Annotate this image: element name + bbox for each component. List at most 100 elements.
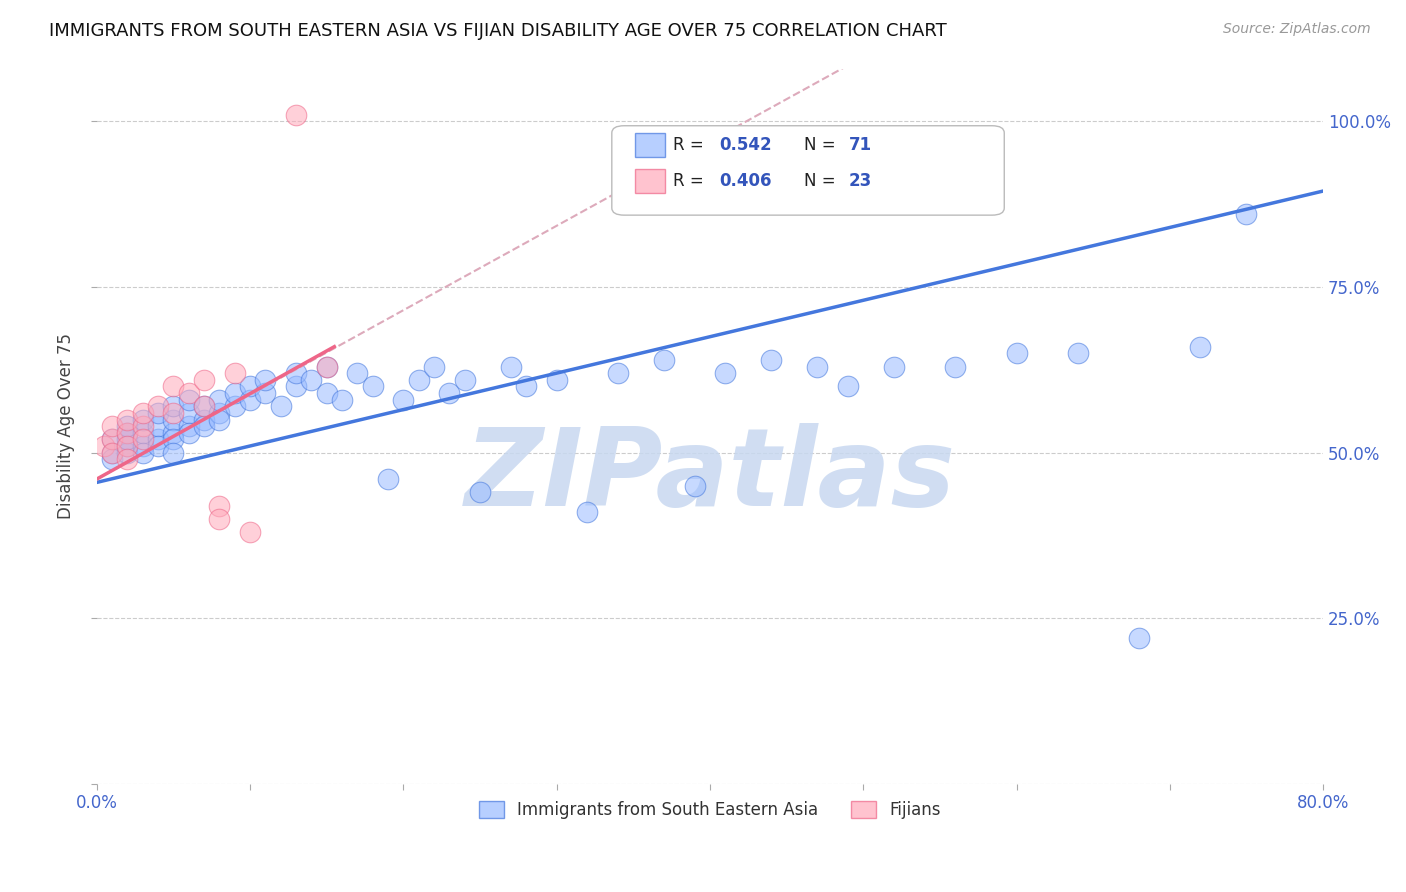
- Text: 0.406: 0.406: [720, 172, 772, 190]
- Point: [224, 386, 246, 401]
- Text: 23: 23: [848, 172, 872, 190]
- Text: 71: 71: [848, 136, 872, 154]
- Point: [515, 379, 537, 393]
- Point: [499, 359, 522, 374]
- Point: [285, 366, 308, 380]
- Point: [131, 445, 153, 459]
- Text: N =: N =: [804, 172, 841, 190]
- Point: [162, 399, 184, 413]
- Point: [453, 373, 475, 387]
- Point: [101, 445, 124, 459]
- Text: 0.542: 0.542: [720, 136, 772, 154]
- Point: [285, 108, 308, 122]
- Point: [193, 419, 215, 434]
- Point: [117, 452, 139, 467]
- Point: [162, 445, 184, 459]
- Point: [239, 525, 262, 540]
- Point: [162, 425, 184, 440]
- Point: [377, 472, 399, 486]
- Point: [117, 439, 139, 453]
- Point: [652, 352, 675, 367]
- Point: [315, 386, 337, 401]
- Point: [162, 406, 184, 420]
- Point: [117, 412, 139, 426]
- Point: [208, 412, 231, 426]
- Point: [162, 412, 184, 426]
- Point: [270, 399, 292, 413]
- Point: [392, 392, 415, 407]
- Point: [315, 359, 337, 374]
- Point: [131, 406, 153, 420]
- Point: [361, 379, 384, 393]
- Point: [239, 379, 262, 393]
- Point: [177, 419, 200, 434]
- Point: [117, 445, 139, 459]
- Point: [683, 479, 706, 493]
- Text: IMMIGRANTS FROM SOUTH EASTERN ASIA VS FIJIAN DISABILITY AGE OVER 75 CORRELATION : IMMIGRANTS FROM SOUTH EASTERN ASIA VS FI…: [49, 22, 948, 40]
- Point: [146, 419, 169, 434]
- Point: [117, 433, 139, 447]
- Point: [193, 373, 215, 387]
- Text: R =: R =: [673, 136, 709, 154]
- Y-axis label: Disability Age Over 75: Disability Age Over 75: [58, 333, 75, 519]
- Point: [146, 433, 169, 447]
- Point: [1128, 631, 1150, 645]
- FancyBboxPatch shape: [636, 133, 665, 157]
- Point: [439, 386, 461, 401]
- Point: [162, 433, 184, 447]
- Point: [1189, 340, 1212, 354]
- Point: [177, 406, 200, 420]
- Point: [131, 419, 153, 434]
- Point: [101, 433, 124, 447]
- Point: [576, 505, 599, 519]
- Point: [131, 439, 153, 453]
- Point: [761, 352, 783, 367]
- Point: [883, 359, 905, 374]
- Point: [146, 399, 169, 413]
- Point: [208, 392, 231, 407]
- Point: [346, 366, 368, 380]
- Point: [546, 373, 568, 387]
- Point: [177, 425, 200, 440]
- Point: [208, 512, 231, 526]
- Point: [193, 412, 215, 426]
- Point: [193, 399, 215, 413]
- Point: [208, 499, 231, 513]
- Point: [254, 373, 277, 387]
- Point: [943, 359, 966, 374]
- Text: Source: ZipAtlas.com: Source: ZipAtlas.com: [1223, 22, 1371, 37]
- Legend: Immigrants from South Eastern Asia, Fijians: Immigrants from South Eastern Asia, Fiji…: [472, 794, 948, 825]
- Point: [101, 445, 124, 459]
- Point: [315, 359, 337, 374]
- Point: [93, 439, 115, 453]
- Point: [1236, 207, 1258, 221]
- Point: [806, 359, 828, 374]
- Point: [224, 399, 246, 413]
- Point: [101, 452, 124, 467]
- Point: [1005, 346, 1028, 360]
- FancyBboxPatch shape: [636, 169, 665, 193]
- Point: [146, 439, 169, 453]
- Point: [146, 406, 169, 420]
- Point: [423, 359, 446, 374]
- Point: [714, 366, 737, 380]
- Point: [162, 379, 184, 393]
- Point: [468, 485, 491, 500]
- Point: [193, 399, 215, 413]
- Point: [837, 379, 859, 393]
- Point: [254, 386, 277, 401]
- Point: [101, 419, 124, 434]
- Text: N =: N =: [804, 136, 841, 154]
- Point: [607, 366, 630, 380]
- Point: [117, 439, 139, 453]
- Text: ZIPatlas: ZIPatlas: [464, 423, 956, 529]
- Text: R =: R =: [673, 172, 709, 190]
- Point: [285, 379, 308, 393]
- Point: [299, 373, 322, 387]
- Point: [224, 366, 246, 380]
- Point: [101, 433, 124, 447]
- Point: [1067, 346, 1090, 360]
- Point: [131, 433, 153, 447]
- Point: [117, 425, 139, 440]
- Point: [408, 373, 430, 387]
